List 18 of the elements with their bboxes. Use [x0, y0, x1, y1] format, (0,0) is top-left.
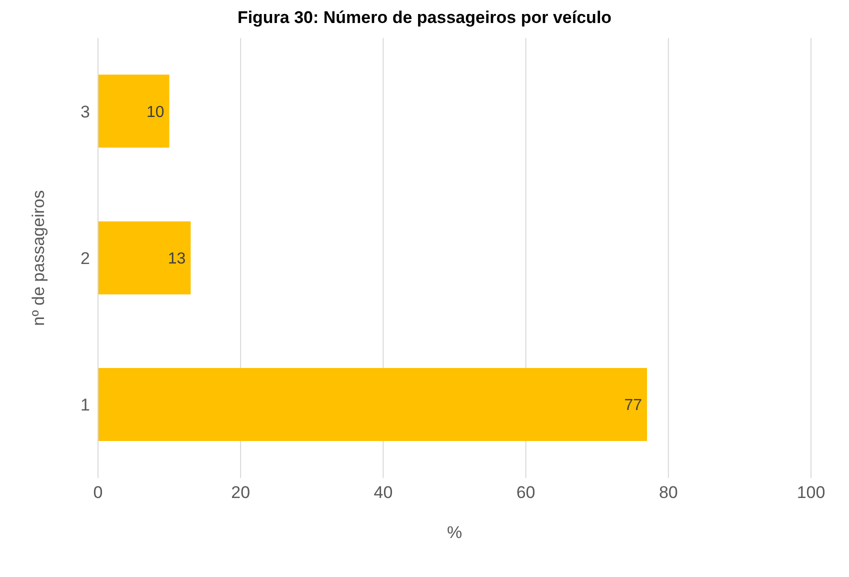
data-label: 10	[146, 104, 164, 121]
y-axis-title: nº de passageiros	[29, 190, 48, 326]
data-label: 13	[168, 250, 186, 268]
x-axis-title: %	[446, 523, 462, 542]
chart-title: Figura 30: Número de passageiros por veículo	[236, 8, 613, 28]
y-tick-label: 1	[80, 396, 90, 415]
data-label: 77	[624, 397, 642, 414]
bar	[98, 368, 648, 441]
x-tick-label: 0	[93, 483, 103, 502]
bar	[98, 74, 170, 148]
x-tick-label: 40	[374, 483, 393, 502]
x-tick-label: 20	[231, 483, 250, 502]
y-tick-label: 3	[80, 102, 90, 122]
bar	[98, 221, 191, 294]
x-tick-label: 100	[796, 483, 826, 502]
y-tick-label: 2	[80, 249, 90, 268]
x-tick-label: 60	[516, 483, 536, 502]
x-tick-label: 80	[658, 483, 678, 502]
